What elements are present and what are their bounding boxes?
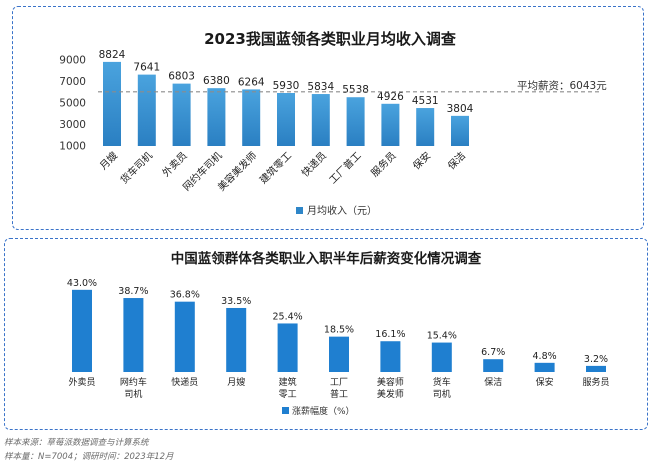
chart1-y-tick: 9000 [59,55,86,67]
chart2-category-label: 外卖员 [68,376,95,388]
chart2-data-label: 3.2% [584,354,608,365]
chart2-category-label: 建筑 [279,376,297,388]
chart2-category-label: 司机 [433,388,451,400]
chart1-data-label: 5538 [342,84,369,96]
chart2-bar [329,336,349,372]
chart1-y-tick: 1000 [59,141,86,153]
chart1-bar [242,89,261,146]
chart1-data-label: 6803 [168,71,195,83]
chart2-bar [380,341,401,372]
chart1-bar [381,103,400,146]
chart1-category-label: 工厂普工 [326,149,363,186]
chart1-bar [451,115,469,146]
chart2-category-label: 零工 [279,389,297,400]
chart1-legend-swatch [296,207,303,214]
chart1-category-label: 建筑零工 [257,149,294,186]
salary-change-chart-panel [4,238,648,430]
chart2-bar [72,289,92,372]
chart1-legend-label: 月均收入（元） [307,204,377,217]
chart2-bar [534,362,555,372]
chart1-data-label: 3804 [447,103,474,115]
chart1-data-label: 8824 [99,49,126,61]
chart2-category-label: 服务员 [582,376,609,388]
chart1-category-label: 外卖员 [160,150,190,180]
chart1-bar [207,88,226,146]
chart2-data-label: 15.4% [427,331,457,342]
chart2-bar [431,342,452,372]
chart2-data-label: 25.4% [273,311,303,322]
chart2-category-label: 普工 [330,388,348,400]
chart1-category-label: 月嫂 [97,150,120,173]
chart2-data-label: 36.8% [170,290,200,301]
chart2-category-label: 美发师 [377,388,404,400]
chart2-category-label: 工厂 [330,377,348,388]
chart2-data-label: 38.7% [118,286,148,297]
chart1-category-label: 货车司机 [117,149,154,186]
chart2-data-label: 43.0% [67,278,97,289]
chart1-data-label: 6380 [203,75,230,87]
chart1-bar [277,93,295,146]
chart1-bar [416,108,435,146]
chart1-data-label: 5930 [273,80,300,92]
chart2-category-label: 保洁 [484,376,502,388]
chart2-legend-label: 涨薪幅度（%） [292,405,355,417]
chart1-bar [172,83,191,146]
chart2-bar [483,359,504,372]
chart1-data-label: 4531 [412,95,439,107]
chart1-bar [311,94,330,146]
chart1-category-label: 保洁 [445,149,468,172]
chart2-title: 中国蓝领群体各类职业入职半年后薪资变化情况调查 [171,250,482,267]
chart2-category-label: 货车 [433,376,451,388]
chart2-bar [123,298,144,372]
chart1-data-label: 7641 [133,62,160,74]
chart2-bar [174,301,195,372]
chart2-category-label: 快递员 [171,376,198,388]
chart2-bar [277,323,298,372]
chart2-bar [586,365,606,372]
chart2-data-label: 4.8% [533,351,557,362]
chart2-data-label: 16.1% [375,329,405,340]
chart1-bar [346,97,365,146]
chart2-data-label: 33.5% [221,296,251,307]
chart1-bar [103,61,121,146]
chart1-data-label: 4926 [377,91,404,103]
footer-source: 样本来源：草莓派数据调查与计算系统 [4,438,149,448]
chart1-y-tick: 7000 [59,76,86,88]
chart1-title: 2023我国蓝领各类职业月均收入调查 [204,30,457,48]
chart2-bar [226,307,247,372]
footer-sample: 样本量：N=7004；调研时间：2023年12月 [4,452,174,462]
chart1-category-label: 快递员 [299,149,329,179]
chart1-y-tick: 5000 [59,98,86,110]
chart1-category-label: 服务员 [368,149,398,179]
chart1-bar [137,74,156,146]
chart2-legend-swatch [282,407,289,414]
chart1-y-tick: 3000 [59,119,86,131]
chart2-category-label: 保安 [536,376,554,388]
chart2-category-label: 网约车 [120,376,147,388]
chart2-data-label: 18.5% [324,325,354,336]
average-salary-label: 平均薪资：6043元 [517,80,607,92]
chart1-data-label: 5834 [307,81,334,93]
chart2-data-label: 6.7% [481,347,505,358]
chart2-category-label: 美容师 [377,376,404,388]
chart2-category-label: 月嫂 [227,377,245,388]
chart1-data-label: 6264 [238,76,265,88]
chart1-category-label: 保安 [410,149,433,172]
chart2-category-label: 司机 [124,388,142,400]
